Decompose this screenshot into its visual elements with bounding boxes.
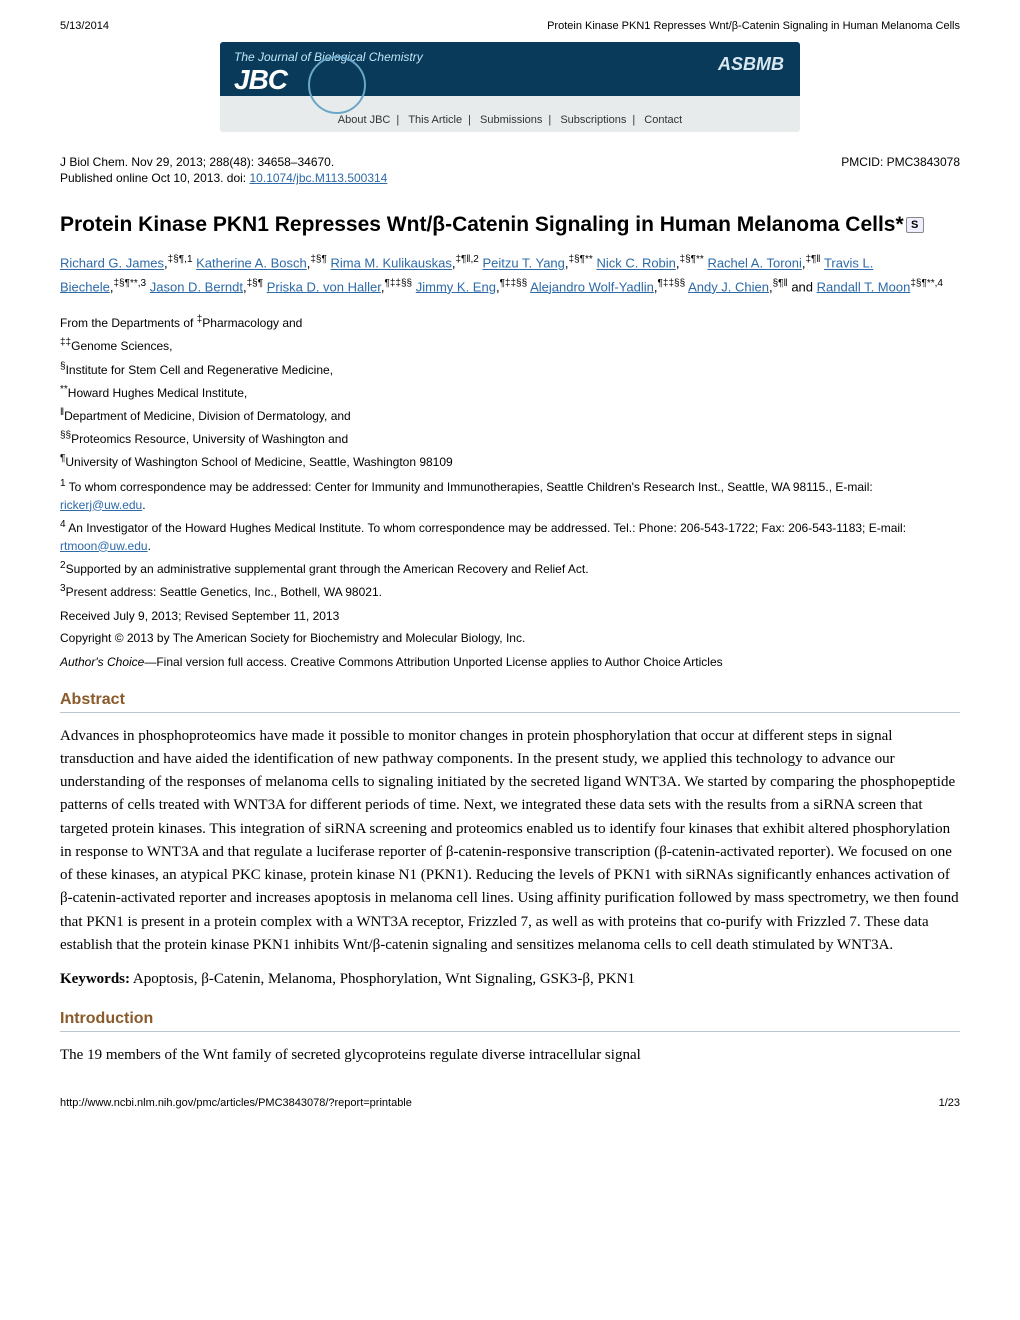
footnote: 3Present address: Seattle Genetics, Inc.… [60, 581, 960, 601]
affiliation: ‡‡Genome Sciences, [60, 335, 960, 356]
copyright-link[interactable]: Copyright [60, 631, 111, 645]
authors-choice-label: Author's Choice [60, 655, 144, 669]
pub-online-prefix: Published online Oct 10, 2013. doi: [60, 171, 249, 185]
footnote: 1 To whom correspondence may be addresse… [60, 476, 960, 514]
affiliation-list: From the Departments of ‡Pharmacology an… [60, 312, 960, 472]
author-affil-symbols: ‡¶‖,2 [455, 254, 478, 265]
author-affil-symbols: ‡¶‖ [806, 254, 821, 265]
author-affil-symbols: ‡§¶**,3 [114, 278, 147, 289]
authors-choice-text-a: Final version full access. [156, 655, 290, 669]
journal-banner-image[interactable]: The Journal of Biological Chemistry JBC … [220, 42, 800, 132]
supplementary-icon[interactable]: S [906, 217, 924, 233]
authors-choice-license-link[interactable]: Creative Commons Attribution Unported Li… [290, 655, 547, 669]
nav-this-article[interactable]: This Article [408, 114, 462, 126]
author-affil-symbols: ‡§¶,1 [168, 254, 193, 265]
author-link[interactable]: Randall T. Moon [817, 279, 911, 294]
affiliation: ‖Department of Medicine, Division of Der… [60, 405, 960, 426]
author-link[interactable]: Priska D. von Haller [267, 279, 381, 294]
nav-subscriptions[interactable]: Subscriptions [560, 114, 626, 126]
received-dates: Received July 9, 2013; Revised September… [60, 609, 960, 623]
keywords-values: Apoptosis, β-Catenin, Melanoma, Phosphor… [130, 971, 635, 987]
footnote-email-link[interactable]: rtmoon@uw.edu [60, 539, 148, 553]
footnote: 4 An Investigator of the Howard Hughes M… [60, 517, 960, 555]
keywords-line: Keywords: Apoptosis, β-Catenin, Melanoma… [60, 971, 960, 988]
abstract-text: Advances in phosphoproteomics have made … [60, 725, 960, 958]
author-link[interactable]: Nick C. Robin [596, 256, 675, 271]
journal-banner: The Journal of Biological Chemistry JBC … [60, 42, 960, 135]
author-link[interactable]: Jimmy K. Eng [416, 279, 496, 294]
author-affil-symbols: ‡§¶** [680, 254, 704, 265]
authors-choice-dash: — [144, 655, 156, 669]
citation-text: J Biol Chem. Nov 29, 2013; 288(48): 3465… [60, 155, 334, 169]
author-link[interactable]: Jason D. Berndt [150, 279, 243, 294]
copyright-rest: © 2013 by The American Society for Bioch… [111, 631, 525, 645]
footnote: 2Supported by an administrative suppleme… [60, 558, 960, 578]
author-affil-symbols: ‡§¶** [569, 254, 593, 265]
footnote-list: 1 To whom correspondence may be addresse… [60, 476, 960, 601]
footnote-email-link[interactable]: rickerj@uw.edu [60, 498, 142, 512]
author-link[interactable]: Peitzu T. Yang [483, 256, 565, 271]
nav-submissions[interactable]: Submissions [480, 114, 542, 126]
affiliation: ¶University of Washington School of Medi… [60, 451, 960, 472]
journal-short-name: JBC [234, 64, 287, 96]
author-link[interactable]: Rima M. Kulikauskas [330, 256, 451, 271]
doi-link[interactable]: 10.1074/jbc.M113.500314 [249, 171, 387, 185]
authors-choice: Author's Choice—Final version full acces… [60, 655, 960, 669]
author-link[interactable]: Andy J. Chien [688, 279, 769, 294]
header-date: 5/13/2014 [60, 20, 109, 32]
title-asterisk: * [896, 213, 904, 236]
affiliation: **Howard Hughes Medical Institute, [60, 382, 960, 403]
header-running-title: Protein Kinase PKN1 Represses Wnt/β-Cate… [547, 20, 960, 32]
footer-page-number: 1/23 [939, 1097, 960, 1109]
author-link[interactable]: Alejandro Wolf-Yadlin [530, 279, 654, 294]
banner-nav: About JBC| This Article| Submissions| Su… [220, 114, 800, 126]
published-online: Published online Oct 10, 2013. doi: 10.1… [60, 171, 960, 185]
pmcid: PMCID: PMC3843078 [841, 155, 960, 169]
nav-contact[interactable]: Contact [644, 114, 682, 126]
author-list: Richard G. James,‡§¶,1 Katherine A. Bosc… [60, 251, 960, 298]
page-header: 5/13/2014 Protein Kinase PKN1 Represses … [60, 20, 960, 32]
affiliation: §Institute for Stem Cell and Regenerativ… [60, 359, 960, 380]
article-title: Protein Kinase PKN1 Represses Wnt/β-Cate… [60, 211, 960, 239]
keywords-label: Keywords: [60, 971, 130, 987]
author-affil-symbols: ‡§¶ [247, 278, 264, 289]
author-affil-symbols: §¶‖ [773, 278, 788, 289]
author-link[interactable]: Richard G. James [60, 256, 164, 271]
introduction-text: The 19 members of the Wnt family of secr… [60, 1044, 960, 1067]
society-name: ASBMB [718, 54, 784, 75]
affiliation: §§Proteomics Resource, University of Was… [60, 428, 960, 449]
nav-about[interactable]: About JBC [338, 114, 391, 126]
page-footer: http://www.ncbi.nlm.nih.gov/pmc/articles… [60, 1097, 960, 1109]
title-text: Protein Kinase PKN1 Represses Wnt/β-Cate… [60, 213, 896, 236]
author-affil-symbols: ‡§¶**,4 [910, 278, 943, 289]
journal-logo-circle [308, 56, 366, 114]
affiliation: From the Departments of ‡Pharmacology an… [60, 312, 960, 333]
author-affil-symbols: ¶‡‡§§ [658, 278, 686, 289]
footer-url: http://www.ncbi.nlm.nih.gov/pmc/articles… [60, 1097, 412, 1109]
abstract-heading: Abstract [60, 691, 960, 713]
introduction-heading: Introduction [60, 1010, 960, 1032]
authors-choice-text-b: applies to Author Choice Articles [547, 655, 722, 669]
author-link[interactable]: Rachel A. Toroni [707, 256, 801, 271]
copyright-line: Copyright © 2013 by The American Society… [60, 631, 960, 645]
author-affil-symbols: ¶‡‡§§ [500, 278, 528, 289]
author-affil-symbols: ‡§¶ [310, 254, 327, 265]
author-affil-symbols: ¶‡‡§§ [385, 278, 413, 289]
citation-row: J Biol Chem. Nov 29, 2013; 288(48): 3465… [60, 155, 960, 169]
author-link[interactable]: Katherine A. Bosch [196, 256, 307, 271]
